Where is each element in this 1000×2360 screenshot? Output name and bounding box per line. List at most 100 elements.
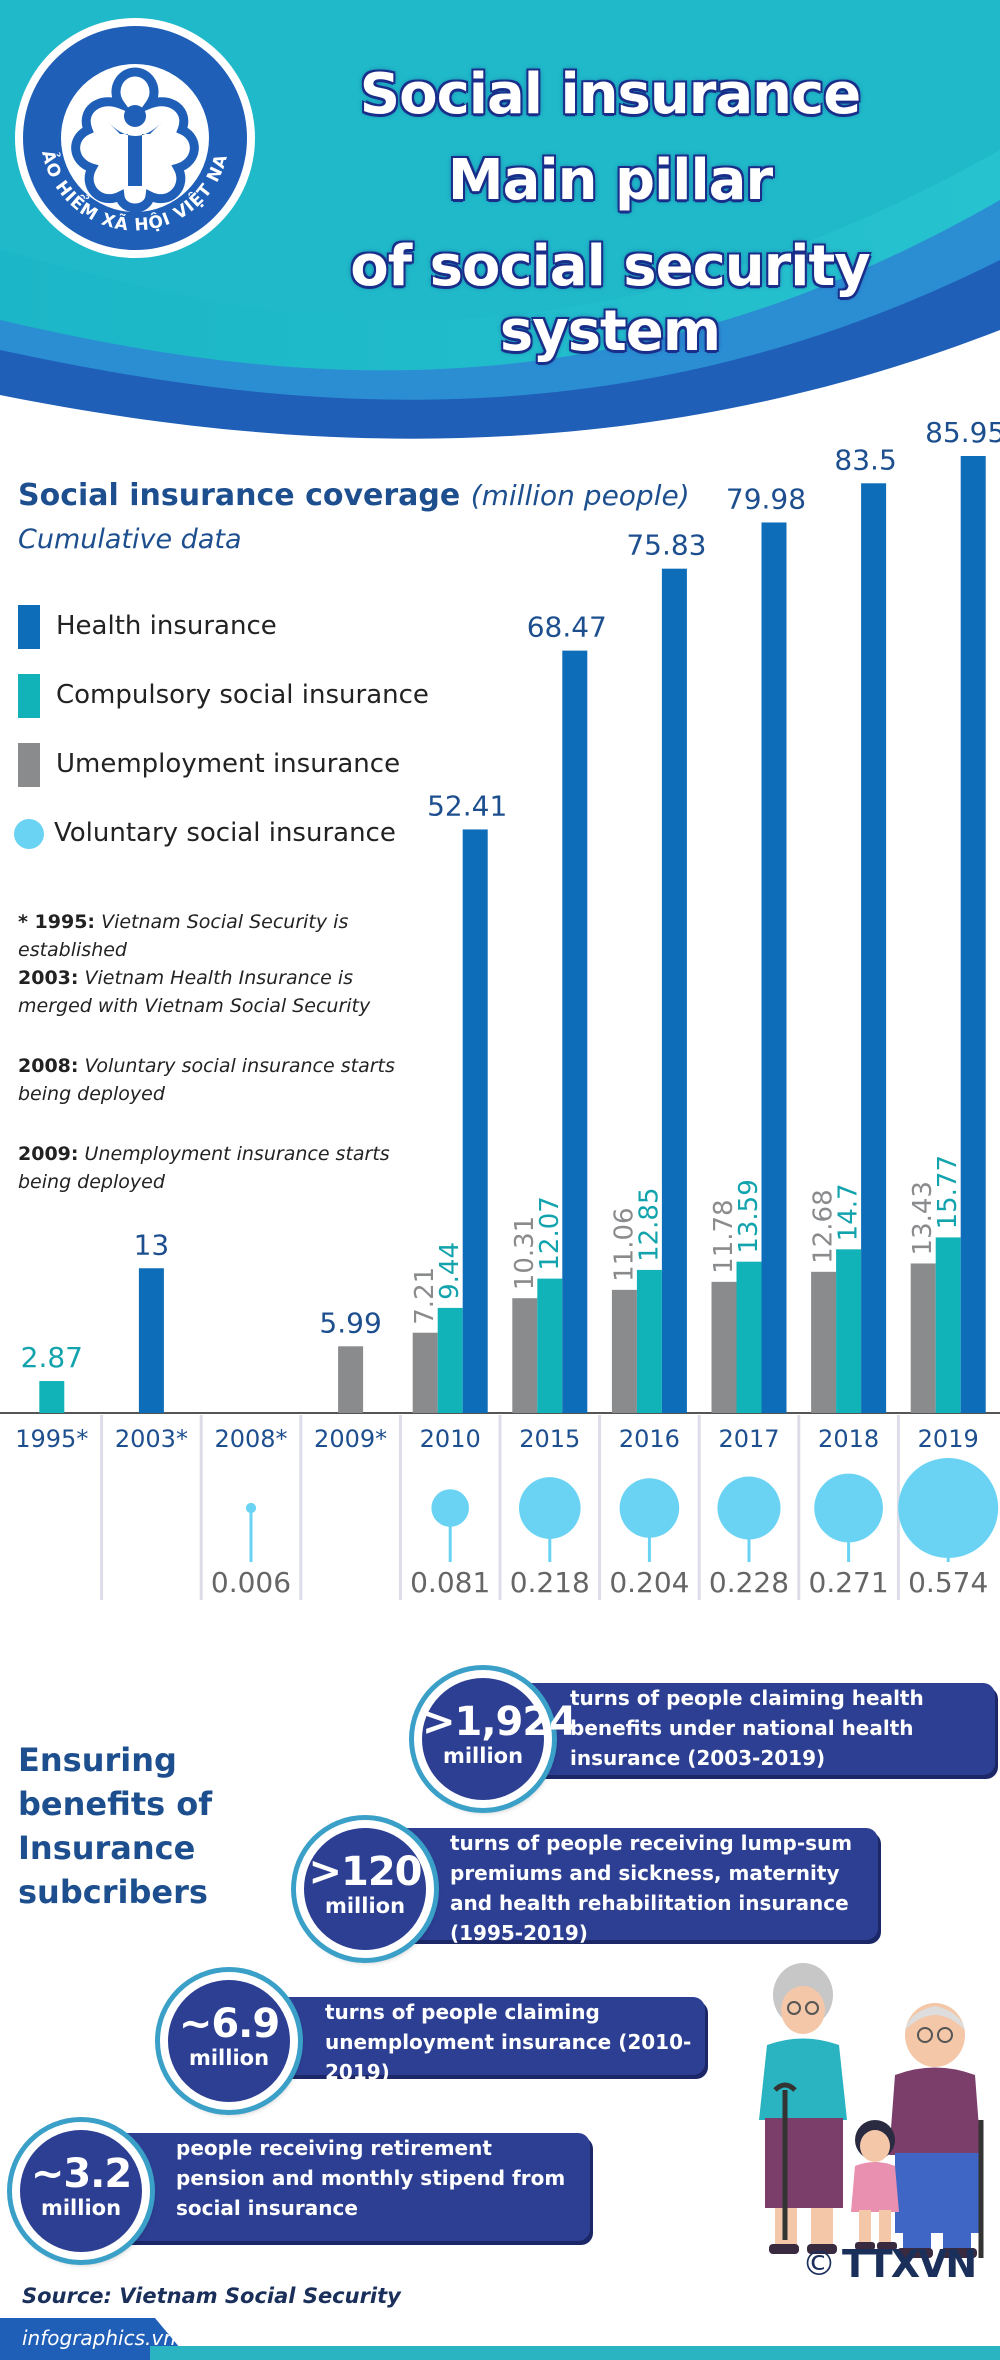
voluntary-bubble [814,1473,883,1543]
bar [761,522,787,1413]
legend-swatch [18,742,40,787]
data-label: 15.77 [933,1155,963,1229]
note-2008: 2008: Voluntary social insurance starts … [18,1055,395,1105]
benefit-value: ~3.2 [30,2151,132,2197]
data-label: 11.06 [609,1207,639,1281]
data-label: 13.43 [908,1181,938,1255]
legend-swatch [18,604,40,649]
voluntary-bubble [619,1478,680,1538]
legend-item-unemployment: Umemployment insurance [18,742,401,787]
legend-label: Health insurance [56,611,277,641]
bar [512,1298,538,1413]
data-label: 9.44 [435,1242,465,1300]
legend-item-voluntary: Voluntary social insurance [14,811,396,855]
data-label: 79.98 [726,482,806,515]
benefit-pill-2: turns of people receiving lump-sum premi… [370,1828,878,1945]
x-tick-label: 1995* [15,1425,88,1453]
chart-title-text: Social insurance coverage [18,478,461,513]
benefit-pill-1: turns of people claiming health benefits… [490,1683,995,1775]
data-label: 13.59 [734,1179,764,1253]
benefit-unit: million [188,2046,270,2070]
benefit-text: turns of people claiming unemployment in… [325,2000,692,2084]
voluntary-bubble [898,1458,999,1558]
footer-site: infographics.vn [22,2326,176,2350]
bar [836,1249,862,1413]
voluntary-bubble [245,1502,257,1514]
legend-label: Voluntary social insurance [54,818,396,848]
bar [611,1289,637,1413]
elderly-family-illustration [759,1963,984,2258]
bar [910,1263,936,1413]
benefit-badge-2: >120 million [296,1820,434,1958]
x-tick-label: 2010 [420,1425,481,1453]
benefit-value: ~6.9 [178,2001,280,2047]
legend-item-health: Health insurance [18,604,277,649]
chart-unit: (million people) [470,479,690,512]
benefit-unit: million [442,1744,524,1768]
bar [960,456,986,1413]
bar [39,1381,65,1413]
x-tick-label: 2003* [115,1425,188,1453]
data-label: 83.5 [834,443,896,476]
x-tick-label: 2016 [619,1425,680,1453]
benefit-pill-3: turns of people claiming unemployment in… [245,1997,705,2084]
voluntary-bubble [717,1476,781,1540]
page-title-line-3: of social security system [350,234,870,364]
data-label: 7.21 [410,1267,440,1325]
bar [437,1307,463,1413]
bar [412,1332,438,1413]
voluntary-label: 0.204 [609,1566,689,1599]
voluntary-label: 0.218 [510,1566,590,1599]
data-label: 52.41 [427,789,507,822]
bar [661,568,687,1413]
benefit-unit: million [40,2196,122,2220]
voluntary-label: 0.574 [908,1566,988,1599]
voluntary-label: 0.228 [709,1566,789,1599]
x-tick-label: 2015 [519,1425,580,1453]
header-banner: BẢO HIỂM XÃ HỘI VIỆT NAM [0,0,1000,450]
page-title-line-1: Social insurance [359,62,861,127]
data-label: 10.31 [510,1216,540,1290]
data-label: 13 [134,1228,170,1261]
chart-title: Social insurance coverage (million peopl… [18,478,690,513]
benefit-value: >120 [308,1849,422,1895]
data-label: 85.95 [925,416,1000,449]
voluntary-bubble [431,1489,469,1527]
benefit-badge-1: >1,924 million [414,1670,577,1808]
benefit-unit: million [324,1894,406,1918]
bar [537,1278,563,1413]
benefit-badge-3: ~6.9 million [160,1972,298,2110]
benefit-value: >1,924 [422,1699,577,1745]
legend-swatch [18,673,40,718]
data-label: 12.85 [634,1187,664,1261]
x-tick-label: 2018 [818,1425,879,1453]
note-2003: 2003: Vietnam Health Insurance is merged… [18,967,371,1017]
chart-subtitle: Cumulative data [18,524,242,555]
bar [736,1261,762,1413]
note-1995: * 1995: Vietnam Social Security is estab… [18,911,349,961]
x-tick-label: 2019 [918,1425,979,1453]
logo-seal: BẢO HIỂM XÃ HỘI VIỆT NAM [0,0,255,258]
bar [462,829,488,1413]
x-tick-label: 2008* [214,1425,287,1453]
benefit-text: turns of people receiving lump-sum premi… [450,1831,853,1945]
copyright-symbol: © [802,2244,836,2284]
data-label: 14.7 [834,1183,864,1241]
bar [636,1269,662,1413]
legend-item-compulsory: Compulsory social insurance [18,673,429,718]
bar [811,1271,837,1413]
benefit-badge-4: ~3.2 million [12,2122,150,2260]
benefits-heading: Ensuring benefits of Insurance subcriber… [18,1741,213,1911]
page-title-line-2: Main pillar [447,148,773,213]
benefit-text: people receiving retirement pension and … [176,2136,566,2220]
data-label: 11.78 [709,1199,739,1273]
legend-label: Umemployment insurance [56,749,401,779]
voluntary-label: 0.081 [410,1566,490,1599]
bar [935,1237,961,1413]
note-2009: 2009: Unemployment insurance starts bein… [18,1143,390,1193]
coverage-chart: 1995* 2.87 2003* 13 2008* 0.006 2009* 5.99 2010 7… [0,416,1000,1600]
x-tick-label: 2009* [314,1425,387,1453]
legend-dot [14,818,44,849]
data-label: 75.83 [626,529,706,562]
bar [562,650,588,1413]
